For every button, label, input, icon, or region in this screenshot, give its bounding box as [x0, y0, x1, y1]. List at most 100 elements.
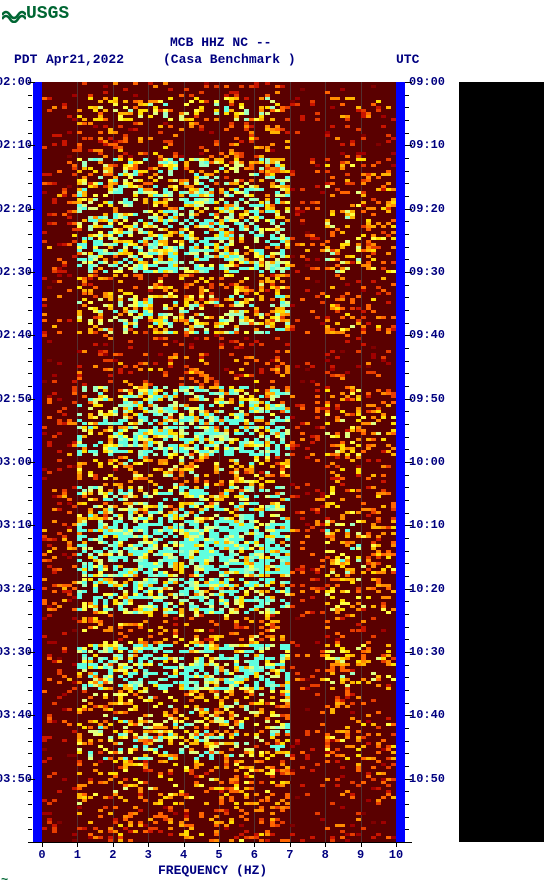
y-tick	[28, 652, 35, 653]
chart-title: MCB HHZ NC --	[170, 35, 271, 50]
y-tick	[28, 285, 32, 286]
y-tick	[28, 234, 32, 235]
tz-left: PDT	[14, 52, 37, 67]
x-label: 6	[244, 848, 264, 862]
x-label: 10	[386, 848, 406, 862]
y-tick	[28, 399, 35, 400]
y-right-label: 09:30	[409, 265, 445, 279]
y-tick	[405, 411, 409, 412]
y-tick	[28, 120, 32, 121]
y-tick	[405, 627, 409, 628]
y-tick	[28, 310, 32, 311]
y-tick	[28, 639, 32, 640]
y-tick	[28, 386, 32, 387]
gridline	[290, 82, 291, 842]
y-tick	[405, 133, 409, 134]
y-tick	[28, 247, 32, 248]
y-tick	[405, 145, 412, 146]
y-tick	[405, 437, 409, 438]
usgs-logo: USGS	[2, 4, 69, 24]
y-tick	[405, 703, 409, 704]
y-tick	[28, 133, 32, 134]
y-tick	[28, 475, 32, 476]
y-tick	[28, 728, 32, 729]
y-right-label: 09:50	[409, 392, 445, 406]
y-tick	[405, 601, 409, 602]
y-tick	[405, 728, 409, 729]
y-right-label: 09:40	[409, 328, 445, 342]
y-tick	[28, 715, 35, 716]
y-tick	[28, 297, 32, 298]
y-tick	[28, 804, 32, 805]
y-right-label: 10:30	[409, 645, 445, 659]
date-label: Apr21,2022	[46, 52, 124, 67]
x-label: 8	[315, 848, 335, 862]
x-label: 1	[67, 848, 87, 862]
y-tick	[405, 842, 412, 843]
y-tick	[28, 323, 32, 324]
y-tick	[28, 82, 35, 83]
y-tick	[28, 551, 32, 552]
y-tick	[405, 538, 409, 539]
y-tick	[28, 576, 32, 577]
y-tick	[28, 690, 32, 691]
y-tick	[405, 361, 409, 362]
y-tick	[28, 829, 32, 830]
y-tick	[405, 741, 409, 742]
y-tick	[405, 386, 409, 387]
y-tick	[28, 589, 35, 590]
x-tick	[148, 842, 149, 847]
x-tick	[361, 842, 362, 847]
y-tick	[28, 703, 32, 704]
x-tick	[290, 842, 291, 847]
y-tick	[28, 209, 35, 210]
x-label: 4	[174, 848, 194, 862]
x-tick	[396, 842, 397, 847]
x-label: 5	[209, 848, 229, 862]
y-tick	[405, 171, 409, 172]
y-tick	[28, 487, 32, 488]
y-right-label: 10:50	[409, 772, 445, 786]
y-right-label: 09:10	[409, 138, 445, 152]
y-tick	[405, 95, 409, 96]
y-tick	[405, 513, 409, 514]
y-tick	[405, 310, 409, 311]
y-tick	[405, 272, 412, 273]
y-tick	[405, 297, 409, 298]
y-tick	[28, 145, 35, 146]
y-tick	[405, 335, 412, 336]
y-tick	[405, 107, 409, 108]
y-tick	[405, 449, 409, 450]
y-right-label: 09:00	[409, 75, 445, 89]
y-tick	[405, 424, 409, 425]
y-tick	[405, 551, 409, 552]
y-tick	[405, 221, 409, 222]
x-label: 7	[280, 848, 300, 862]
y-tick	[28, 753, 32, 754]
gridline	[325, 82, 326, 842]
y-tick	[28, 627, 32, 628]
y-tick	[405, 373, 409, 374]
y-tick	[405, 259, 409, 260]
station-subtitle: (Casa Benchmark )	[163, 52, 296, 67]
x-label: 9	[351, 848, 371, 862]
y-tick	[28, 95, 32, 96]
y-tick	[28, 449, 32, 450]
y-tick	[28, 335, 35, 336]
y-tick	[28, 272, 35, 273]
gridline	[254, 82, 255, 842]
y-tick	[405, 234, 409, 235]
y-right-label: 10:10	[409, 518, 445, 532]
y-tick	[405, 779, 412, 780]
x-tick	[219, 842, 220, 847]
y-tick	[405, 829, 409, 830]
usgs-wave-icon	[2, 5, 26, 23]
y-tick	[28, 107, 32, 108]
y-tick	[28, 462, 35, 463]
y-tick	[28, 424, 32, 425]
gridline	[184, 82, 185, 842]
y-tick	[405, 817, 409, 818]
y-tick	[28, 361, 32, 362]
y-tick	[28, 563, 32, 564]
y-tick	[28, 437, 32, 438]
